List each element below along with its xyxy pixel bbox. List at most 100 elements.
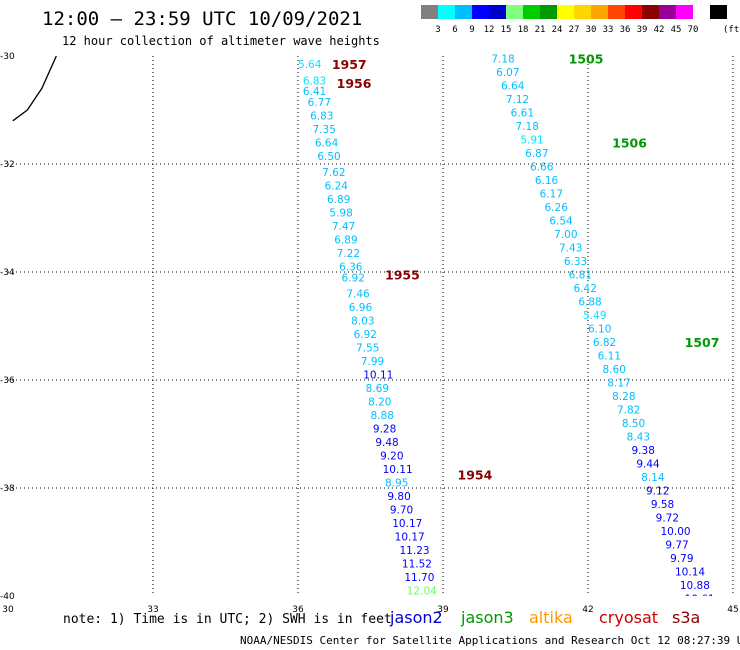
wave-height-point: 8.95 — [385, 478, 408, 490]
time-label: 1954 — [458, 468, 493, 483]
wave-height-point: 9.48 — [375, 437, 398, 449]
color-swatch — [625, 5, 642, 19]
wave-height-point: 7.12 — [506, 94, 529, 106]
wave-height-point: 9.77 — [665, 540, 688, 552]
color-scale-label: 15 — [500, 25, 512, 35]
wave-height-point: 6.89 — [334, 235, 357, 247]
wave-height-point: 6.07 — [496, 67, 519, 79]
wave-height-point: 6.64 — [315, 137, 339, 149]
color-scale-label: 70 — [687, 25, 699, 35]
wave-height-point: 8.43 — [627, 432, 650, 444]
color-scale-label: 30 — [585, 25, 597, 35]
wave-height-point: 12.04 — [407, 586, 437, 598]
units-note: note: 1) Time is in UTC; 2) SWH is in fe… — [63, 612, 392, 627]
wave-height-point: 8.03 — [351, 316, 374, 328]
wave-height-point: 8.17 — [607, 378, 630, 390]
wave-height-point: 6.26 — [545, 202, 569, 214]
wave-height-point: 6.66 — [530, 162, 554, 174]
time-label: 1506 — [612, 135, 647, 150]
wave-height-point: 7.62 — [322, 167, 345, 179]
wave-height-point: 6.42 — [574, 283, 597, 295]
wave-height-point: 9.20 — [380, 451, 403, 463]
wave-height-point: 9.79 — [670, 553, 693, 565]
wave-height-point: 7.46 — [346, 289, 370, 301]
wave-height-point: 6.41 — [303, 86, 326, 98]
wave-height-point: 6.61 — [511, 108, 534, 120]
color-swatch — [608, 5, 625, 19]
wave-height-point: 6.92 — [342, 272, 365, 284]
wave-height-point: 8.20 — [368, 397, 391, 409]
wave-height-point: 6.77 — [308, 97, 331, 109]
satellite-label-jason2: jason2 — [390, 608, 443, 627]
wave-height-point: 7.82 — [617, 405, 640, 417]
wave-height-point: 7.18 — [491, 54, 514, 66]
color-scale-unit: (ft) — [723, 25, 740, 35]
x-tick-label: 39 — [437, 605, 449, 615]
wave-height-point: 6.96 — [349, 302, 373, 314]
wave-height-point: 5.64 — [298, 59, 322, 71]
wave-height-point: 11.23 — [400, 545, 430, 557]
color-scale-label: 36 — [619, 25, 631, 35]
wave-height-point: 6.11 — [598, 351, 621, 363]
color-swatch — [642, 5, 659, 19]
wave-height-point: 10.17 — [395, 532, 425, 544]
color-swatch — [710, 5, 727, 19]
y-tick-label: -40 — [0, 592, 15, 602]
wave-height-point: 10.61 — [685, 594, 715, 606]
wave-height-point: 7.99 — [361, 356, 384, 368]
wave-height-point: 7.43 — [559, 243, 582, 255]
wave-height-point: 6.10 — [588, 324, 611, 336]
color-swatch — [523, 5, 540, 19]
time-label: 1957 — [332, 57, 367, 72]
satellite-label-cryosat: cryosat — [599, 608, 659, 627]
color-scale-label: 3 — [435, 25, 441, 35]
wave-height-point: 10.00 — [661, 526, 691, 538]
wave-height-point: 11.52 — [402, 559, 432, 571]
wave-height-point: 6.33 — [564, 256, 587, 268]
color-scale-label: 18 — [517, 25, 529, 35]
wave-height-point: 6.50 — [317, 151, 340, 163]
color-swatch — [455, 5, 472, 19]
wave-height-point: 8.28 — [612, 391, 635, 403]
wave-height-point: 8.14 — [641, 472, 665, 484]
wave-height-point: 9.72 — [656, 513, 679, 525]
color-scale-label: 12 — [483, 25, 495, 35]
color-swatch — [421, 5, 438, 19]
wave-height-point: 10.14 — [675, 567, 705, 579]
color-scale-label: 39 — [636, 25, 648, 35]
wave-height-point: 7.35 — [313, 124, 336, 136]
time-label: 1955 — [385, 268, 420, 283]
wave-height-point: 8.69 — [366, 383, 389, 395]
wave-height-point: 9.12 — [646, 486, 669, 498]
color-swatch — [557, 5, 574, 19]
color-swatch — [472, 5, 489, 19]
wave-height-point: 6.87 — [525, 148, 548, 160]
y-tick-label: -32 — [0, 160, 15, 170]
wave-height-point: 7.47 — [332, 221, 355, 233]
color-swatch — [659, 5, 676, 19]
time-label: 1956 — [337, 76, 372, 91]
color-swatch — [676, 5, 693, 19]
wave-height-point: 5.98 — [329, 208, 352, 220]
y-tick-label: -36 — [0, 376, 15, 386]
wave-height-point: 6.81 — [569, 270, 592, 282]
x-tick-label: 42 — [582, 605, 593, 615]
y-tick-label: -38 — [0, 484, 15, 494]
wave-height-point: 6.16 — [535, 175, 559, 187]
page-title: 12:00 — 23:59 UTC 10/09/2021 — [42, 8, 363, 30]
wave-height-point: 6.92 — [354, 329, 377, 341]
color-swatch — [489, 5, 506, 19]
wave-height-point: 9.58 — [651, 499, 674, 511]
wave-height-point: 8.50 — [622, 418, 645, 430]
time-label: 1507 — [685, 335, 720, 350]
y-tick-label: -34 — [0, 268, 15, 278]
wave-height-point: 10.11 — [363, 370, 393, 382]
wave-height-point: 9.80 — [387, 491, 410, 503]
satellite-label-altika: altika — [529, 608, 573, 627]
y-tick-label: -30 — [0, 52, 15, 62]
color-swatch — [506, 5, 523, 19]
wave-height-point: 8.88 — [371, 410, 394, 422]
wave-height-point: 9.28 — [373, 424, 396, 436]
wave-height-point: 9.44 — [636, 459, 660, 471]
